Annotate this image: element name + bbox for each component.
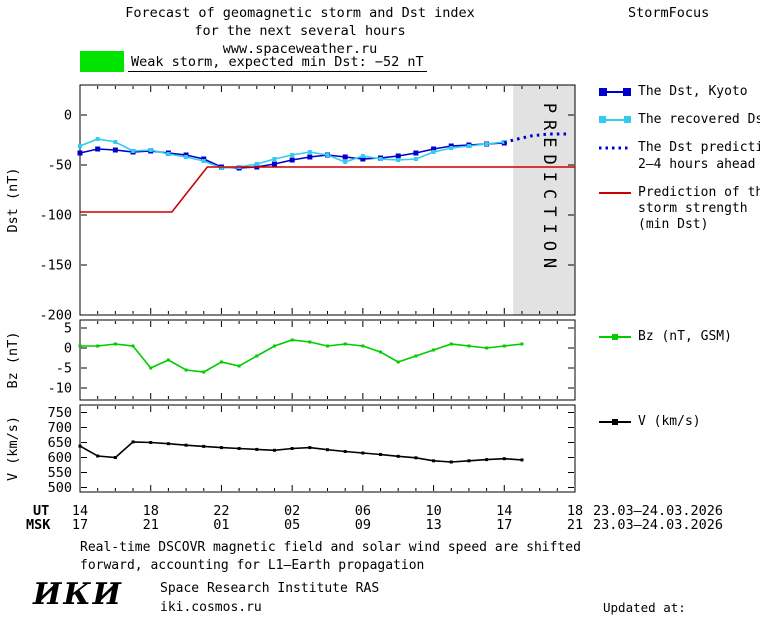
ut-tick-label: 18 — [567, 503, 583, 519]
dst-kyoto-swatch — [599, 87, 631, 96]
legend-item-recovered: The recovered Dst — [597, 112, 760, 127]
iki-logo: ИКИ — [33, 577, 123, 612]
forecast-chart: PREDICTION 0 -50 -100 -150 -200 Dst (nT) 5 0 -5 -1… — [5, 84, 723, 533]
y-tick-label: -50 — [48, 158, 72, 174]
legend-label-dst-kyoto: The Dst, Kyoto — [638, 84, 748, 99]
page-title: Forecast of geomagnetic storm and Dst in… — [30, 5, 570, 58]
v-axis-label: V (km/s) — [5, 416, 21, 481]
recovered-dst-swatch — [599, 115, 631, 123]
legend-label-storm-2: storm strength — [638, 201, 748, 216]
y-tick-label: 5 — [64, 321, 72, 337]
ut-date-range: 23.03–24.03.2026 — [593, 503, 723, 519]
x-axis-labels: UTMSK1417182122010205060910131417182123.… — [26, 503, 723, 533]
bz-swatch — [599, 333, 631, 340]
legend-item-dst-prediction: The Dst prediction — [597, 140, 760, 155]
series-v-km-s — [78, 440, 524, 464]
brand-stormfocus: StormFocus — [628, 5, 710, 21]
series-bz-nt-gsm — [78, 338, 524, 374]
legend-label-dst-prediction-2: 2–4 hours ahead — [638, 157, 756, 172]
prediction-band — [513, 85, 575, 315]
storm-level-swatch — [80, 51, 124, 72]
ut-tick-label: 02 — [284, 503, 300, 519]
y-tick-label: 750 — [48, 405, 72, 421]
y-tick-label: -200 — [39, 308, 72, 324]
footnote: Real-time DSCOVR magnetic field and sola… — [80, 539, 581, 575]
v-plot-border — [79, 404, 576, 493]
dst-plot-border — [79, 84, 576, 316]
series-prediction-of-the-storm-strength-min-dst — [80, 166, 575, 213]
ut-tick-label: 22 — [213, 503, 229, 519]
legend-label-dst-prediction: The Dst prediction — [638, 140, 760, 155]
storm-prediction-swatch — [599, 191, 631, 194]
legend-item-bz: Bz (nT, GSM) — [597, 329, 732, 344]
prediction-watermark: PREDICTION — [539, 103, 559, 275]
legend-label-bz: Bz (nT, GSM) — [638, 329, 732, 344]
bz-axis-label: Bz (nT) — [5, 332, 21, 389]
dst-axis-label: Dst (nT) — [5, 167, 21, 232]
ut-tick-label: 18 — [143, 503, 159, 519]
y-tick-label: -10 — [48, 381, 72, 397]
legend-item-storm-prediction: Prediction of the — [597, 185, 760, 200]
legend-label-v: V (km/s) — [638, 414, 701, 429]
series-the-recovered-dst — [78, 137, 507, 170]
ut-tick-label: 10 — [425, 503, 441, 519]
msk-tick-label: 21 — [143, 517, 159, 533]
msk-tick-label: 21 — [567, 517, 583, 533]
y-tick-label: 600 — [48, 450, 72, 466]
legend-item-dst-kyoto: The Dst, Kyoto — [597, 84, 748, 99]
y-tick-label: -150 — [39, 258, 72, 274]
legend-label-storm-1: Prediction of the — [638, 185, 760, 200]
msk-row-label: MSK — [26, 517, 51, 533]
y-tick-label: 0 — [64, 341, 72, 357]
institute-site: iki.cosmos.ru — [160, 599, 262, 615]
updated-block: Updated at: UT 14:05, 24.03.2026 MSK 17:… — [603, 563, 760, 620]
msk-tick-label: 01 — [213, 517, 229, 533]
y-tick-label: 700 — [48, 420, 72, 436]
bz-plot-border — [79, 319, 576, 401]
v-swatch — [599, 418, 631, 425]
y-tick-label: 650 — [48, 435, 72, 451]
ut-tick-label: 14 — [496, 503, 512, 519]
ut-tick-label: 14 — [72, 503, 88, 519]
bz-panel: 5 0 -5 -10 Bz (nT) — [5, 319, 576, 401]
y-tick-label: 550 — [48, 465, 72, 481]
storm-alert-text: Weak storm, expected min Dst: −52 nT — [128, 54, 427, 72]
msk-tick-label: 17 — [72, 517, 88, 533]
dst-prediction-swatch — [599, 146, 631, 149]
footnote-line1: Real-time DSCOVR magnetic field and sola… — [80, 540, 581, 555]
ut-tick-label: 06 — [355, 503, 371, 519]
msk-tick-label: 09 — [355, 517, 371, 533]
footnote-line2: forward, accounting for L1–Earth propaga… — [80, 558, 425, 574]
ut-row-label: UT — [33, 503, 49, 519]
title-line1: Forecast of geomagnetic storm and Dst in… — [125, 5, 475, 21]
y-tick-label: 500 — [48, 480, 72, 496]
msk-date-range: 23.03–24.03.2026 — [593, 517, 723, 533]
msk-tick-label: 17 — [496, 517, 512, 533]
institute-block: Space Research Institute RAS iki.cosmos.… — [160, 580, 379, 618]
msk-tick-label: 05 — [284, 517, 300, 533]
msk-tick-label: 13 — [425, 517, 441, 533]
y-tick-label: -100 — [39, 208, 72, 224]
y-tick-label: -5 — [56, 361, 72, 377]
updated-label: Updated at: — [603, 600, 686, 616]
legend-item-v: V (km/s) — [597, 414, 701, 429]
title-line2: for the next several hours — [194, 22, 406, 39]
legend-label-storm-3: (min Dst) — [638, 217, 709, 232]
legend-label-recovered: The recovered Dst — [638, 112, 760, 127]
institute-name: Space Research Institute RAS — [160, 581, 380, 596]
title-url: www.spaceweather.ru — [222, 40, 378, 57]
dst-panel: PREDICTION 0 -50 -100 -150 -200 Dst (nT) — [5, 84, 576, 324]
storm-alert: Weak storm, expected min Dst: −52 nT — [80, 51, 427, 72]
y-tick-label: 0 — [64, 108, 72, 124]
